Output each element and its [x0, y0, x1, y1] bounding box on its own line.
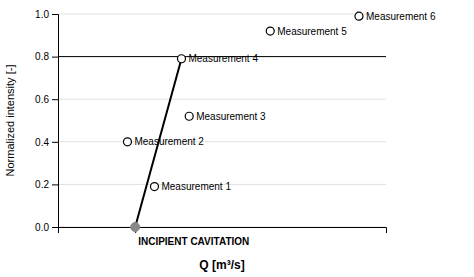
- annotations: Measurement 1 Measurement 2 Measurement 4 M…: [134, 11, 435, 247]
- tick: 1.0: [35, 9, 58, 20]
- axis-line: [59, 228, 387, 234]
- point: [177, 55, 185, 63]
- annotation: Measurement 1: [161, 181, 231, 192]
- annotation: Measurement 6: [366, 11, 436, 22]
- grid-line: [58, 141, 386, 142]
- tick-label: 0.2: [35, 179, 49, 190]
- point: [123, 138, 131, 146]
- highlight-label: INCIPIENT CAVITATION: [138, 236, 249, 247]
- tick: 0.6: [35, 94, 58, 105]
- tick-label: 0.6: [35, 94, 49, 105]
- tick-mark: [52, 14, 58, 15]
- y-axis-title: Normalized intensity [-]: [4, 65, 16, 177]
- highlight-point: [131, 223, 140, 232]
- axis-line: [52, 15, 59, 228]
- point: [185, 112, 193, 120]
- tick-mark: [52, 184, 58, 185]
- annotation: Measurement 2: [134, 136, 204, 147]
- x-axis-title: Q [m³/s]: [199, 258, 244, 272]
- tick-label: 0.4: [35, 137, 49, 148]
- annotation: Measurement 5: [277, 26, 347, 37]
- tick: 0.4: [35, 137, 58, 148]
- chart: 0.00.20.40.60.81.0Measurement 1Measureme…: [0, 0, 474, 277]
- y-axis: 0.0 0.2 0.4 0.6 0.8 1.0: [35, 9, 58, 233]
- annotation: Measurement 4: [188, 53, 258, 64]
- tick-label: 1.0: [35, 9, 49, 20]
- tick: 0.2: [35, 179, 58, 190]
- plot: 0.00.20.40.60.81.0Measurement 1Measureme…: [35, 9, 436, 247]
- tick-mark: [52, 227, 58, 228]
- tick-mark: [52, 142, 58, 143]
- tick-mark: [52, 99, 58, 100]
- tick: 0.0: [35, 222, 58, 233]
- grid-line: [58, 99, 386, 100]
- annotation: Measurement 3: [196, 111, 266, 122]
- grid-line: [58, 14, 386, 15]
- point: [150, 183, 158, 191]
- tick-label: 0.0: [35, 222, 49, 233]
- tick-label: 0.8: [35, 51, 49, 62]
- x-axis: [59, 227, 387, 233]
- tick: 0.8: [35, 51, 58, 62]
- tick-mark: [52, 57, 58, 58]
- grid: [58, 14, 386, 227]
- point: [355, 12, 363, 20]
- marks: [58, 12, 386, 231]
- point: [266, 27, 274, 35]
